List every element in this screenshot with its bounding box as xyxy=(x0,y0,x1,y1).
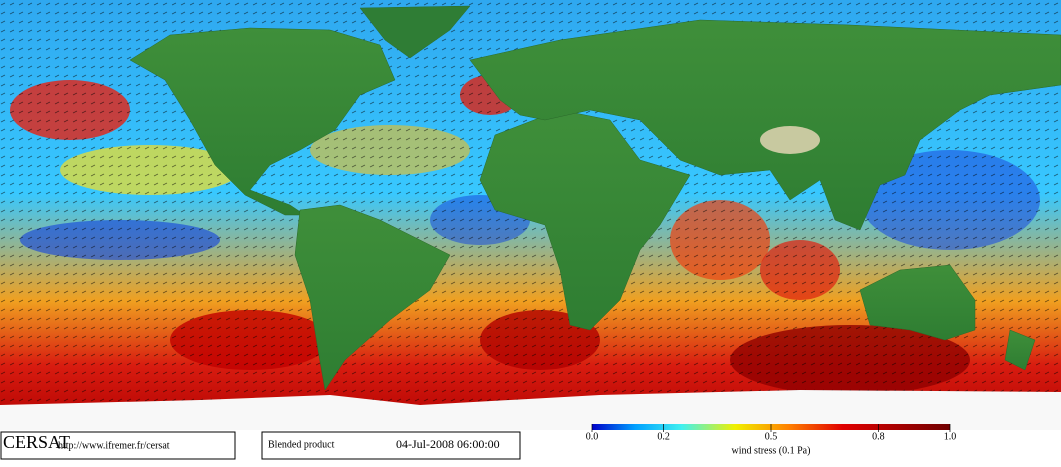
product-box xyxy=(261,431,521,460)
colorbar-tick-label: 0.5 xyxy=(765,431,778,442)
land xyxy=(129,5,1061,391)
product: Blended product xyxy=(268,439,335,450)
logo-box xyxy=(0,431,236,460)
logo: CERSAT xyxy=(3,432,70,452)
colorbar-tick-label: 0.8 xyxy=(872,431,885,442)
timestamp: 04-Jul-2008 06:00:00 xyxy=(396,437,500,451)
colorbar-tick-label: 0.0 xyxy=(586,431,599,442)
colorbar-tick-label: 1.0 xyxy=(944,431,957,442)
antarctica xyxy=(0,390,1061,432)
url: http://www.ifremer.fr/cersat xyxy=(58,440,170,451)
colorbar-label: wind stress (0.1 Pa) xyxy=(732,445,811,456)
colorbar-tick-label: 0.2 xyxy=(657,431,670,442)
